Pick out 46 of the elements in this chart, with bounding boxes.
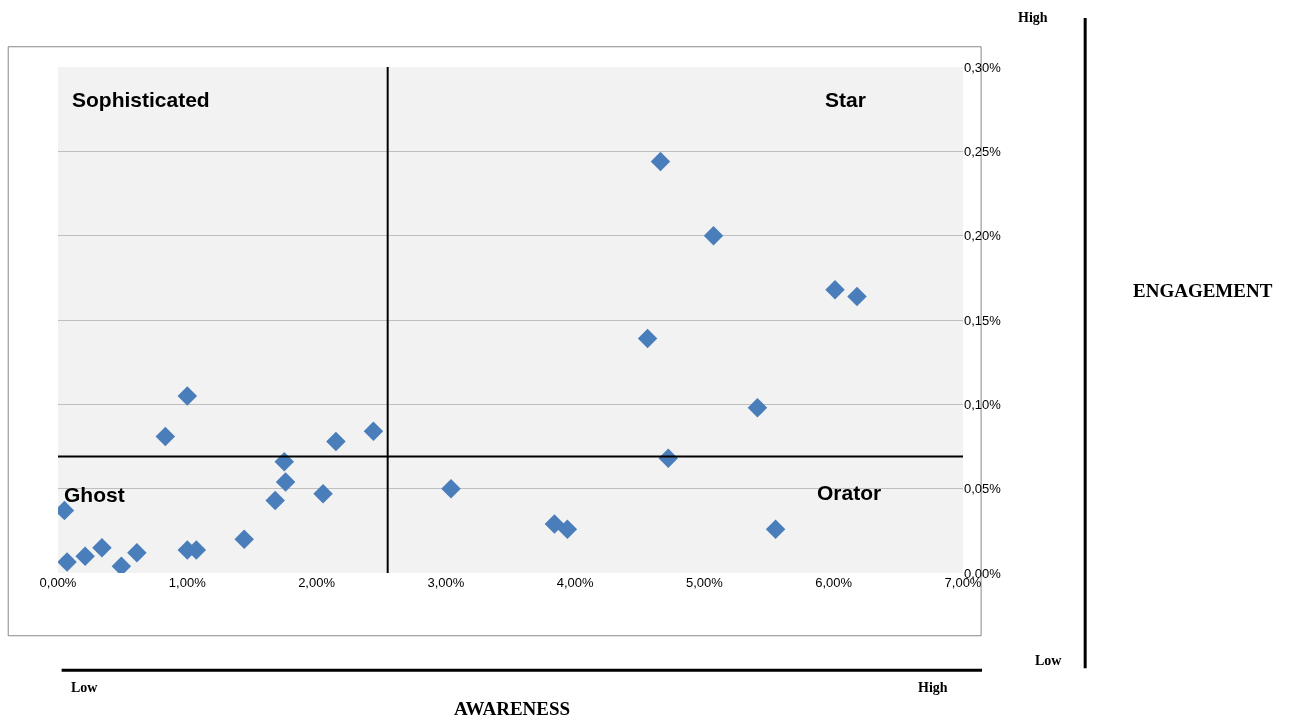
text: Low bbox=[1035, 653, 1063, 668]
x-tick-label: 5,00% bbox=[685, 575, 724, 590]
annotation: Ghost bbox=[64, 483, 125, 506]
point bbox=[111, 556, 132, 573]
point bbox=[313, 483, 333, 504]
point bbox=[75, 546, 95, 566]
point bbox=[326, 431, 346, 452]
text: ENGAGEMENT bbox=[1133, 280, 1273, 301]
point bbox=[650, 151, 671, 172]
x-tick-label: 0,00% bbox=[39, 575, 77, 590]
point bbox=[275, 472, 296, 492]
y-tick-label: 0,15% bbox=[964, 312, 1002, 328]
point bbox=[127, 543, 147, 563]
y-tick-label: 0,05% bbox=[964, 481, 1002, 497]
y-tick-label: 0,25% bbox=[964, 143, 1002, 159]
annotation: Star bbox=[825, 88, 866, 111]
point bbox=[765, 519, 786, 539]
point bbox=[363, 421, 384, 442]
point bbox=[703, 225, 724, 246]
point bbox=[265, 490, 285, 511]
point bbox=[234, 529, 254, 550]
text: AWARENESS bbox=[454, 698, 571, 719]
point bbox=[825, 279, 845, 300]
x-tick-label: 4,00% bbox=[556, 575, 594, 590]
point bbox=[92, 537, 112, 558]
point bbox=[177, 386, 198, 406]
x-tick-label: 1,00% bbox=[168, 575, 207, 590]
text: High bbox=[1018, 10, 1048, 25]
text: High bbox=[918, 680, 948, 695]
point bbox=[544, 514, 565, 534]
point bbox=[58, 552, 77, 572]
x-tick-label: 3,00% bbox=[427, 575, 465, 590]
point bbox=[747, 397, 768, 418]
point bbox=[637, 328, 658, 349]
point bbox=[155, 426, 176, 447]
y-tick-label: 0,10% bbox=[964, 396, 1002, 412]
point bbox=[847, 286, 867, 307]
point bbox=[557, 519, 578, 539]
x-tick-label: 2,00% bbox=[298, 575, 336, 590]
annotation: Sophisticated bbox=[72, 88, 210, 111]
text: Low bbox=[71, 680, 99, 695]
point bbox=[441, 478, 461, 499]
y-tick-label: 0,30% bbox=[964, 59, 1002, 75]
x-tick-label: 6,00% bbox=[815, 575, 853, 590]
annotation: Orator bbox=[817, 481, 882, 504]
y-tick-label: 0,20% bbox=[964, 228, 1002, 244]
